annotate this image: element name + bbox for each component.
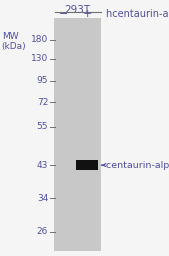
Text: 43: 43	[37, 161, 48, 170]
Text: 293T: 293T	[65, 5, 91, 15]
Text: 180: 180	[31, 35, 48, 44]
Text: MW
(kDa): MW (kDa)	[2, 32, 26, 51]
Text: 34: 34	[37, 194, 48, 203]
Text: +: +	[82, 9, 92, 19]
Bar	[54, 18, 101, 251]
Text: centaurin-alpha 2: centaurin-alpha 2	[106, 161, 169, 170]
Text: 95: 95	[37, 76, 48, 85]
Text: 130: 130	[31, 54, 48, 63]
Text: 55: 55	[37, 122, 48, 131]
Bar	[76, 160, 98, 170]
Text: hcentaurin-alpha 2: hcentaurin-alpha 2	[106, 9, 169, 19]
Text: −: −	[59, 9, 68, 19]
Text: 72: 72	[37, 98, 48, 107]
Text: 26: 26	[37, 227, 48, 236]
